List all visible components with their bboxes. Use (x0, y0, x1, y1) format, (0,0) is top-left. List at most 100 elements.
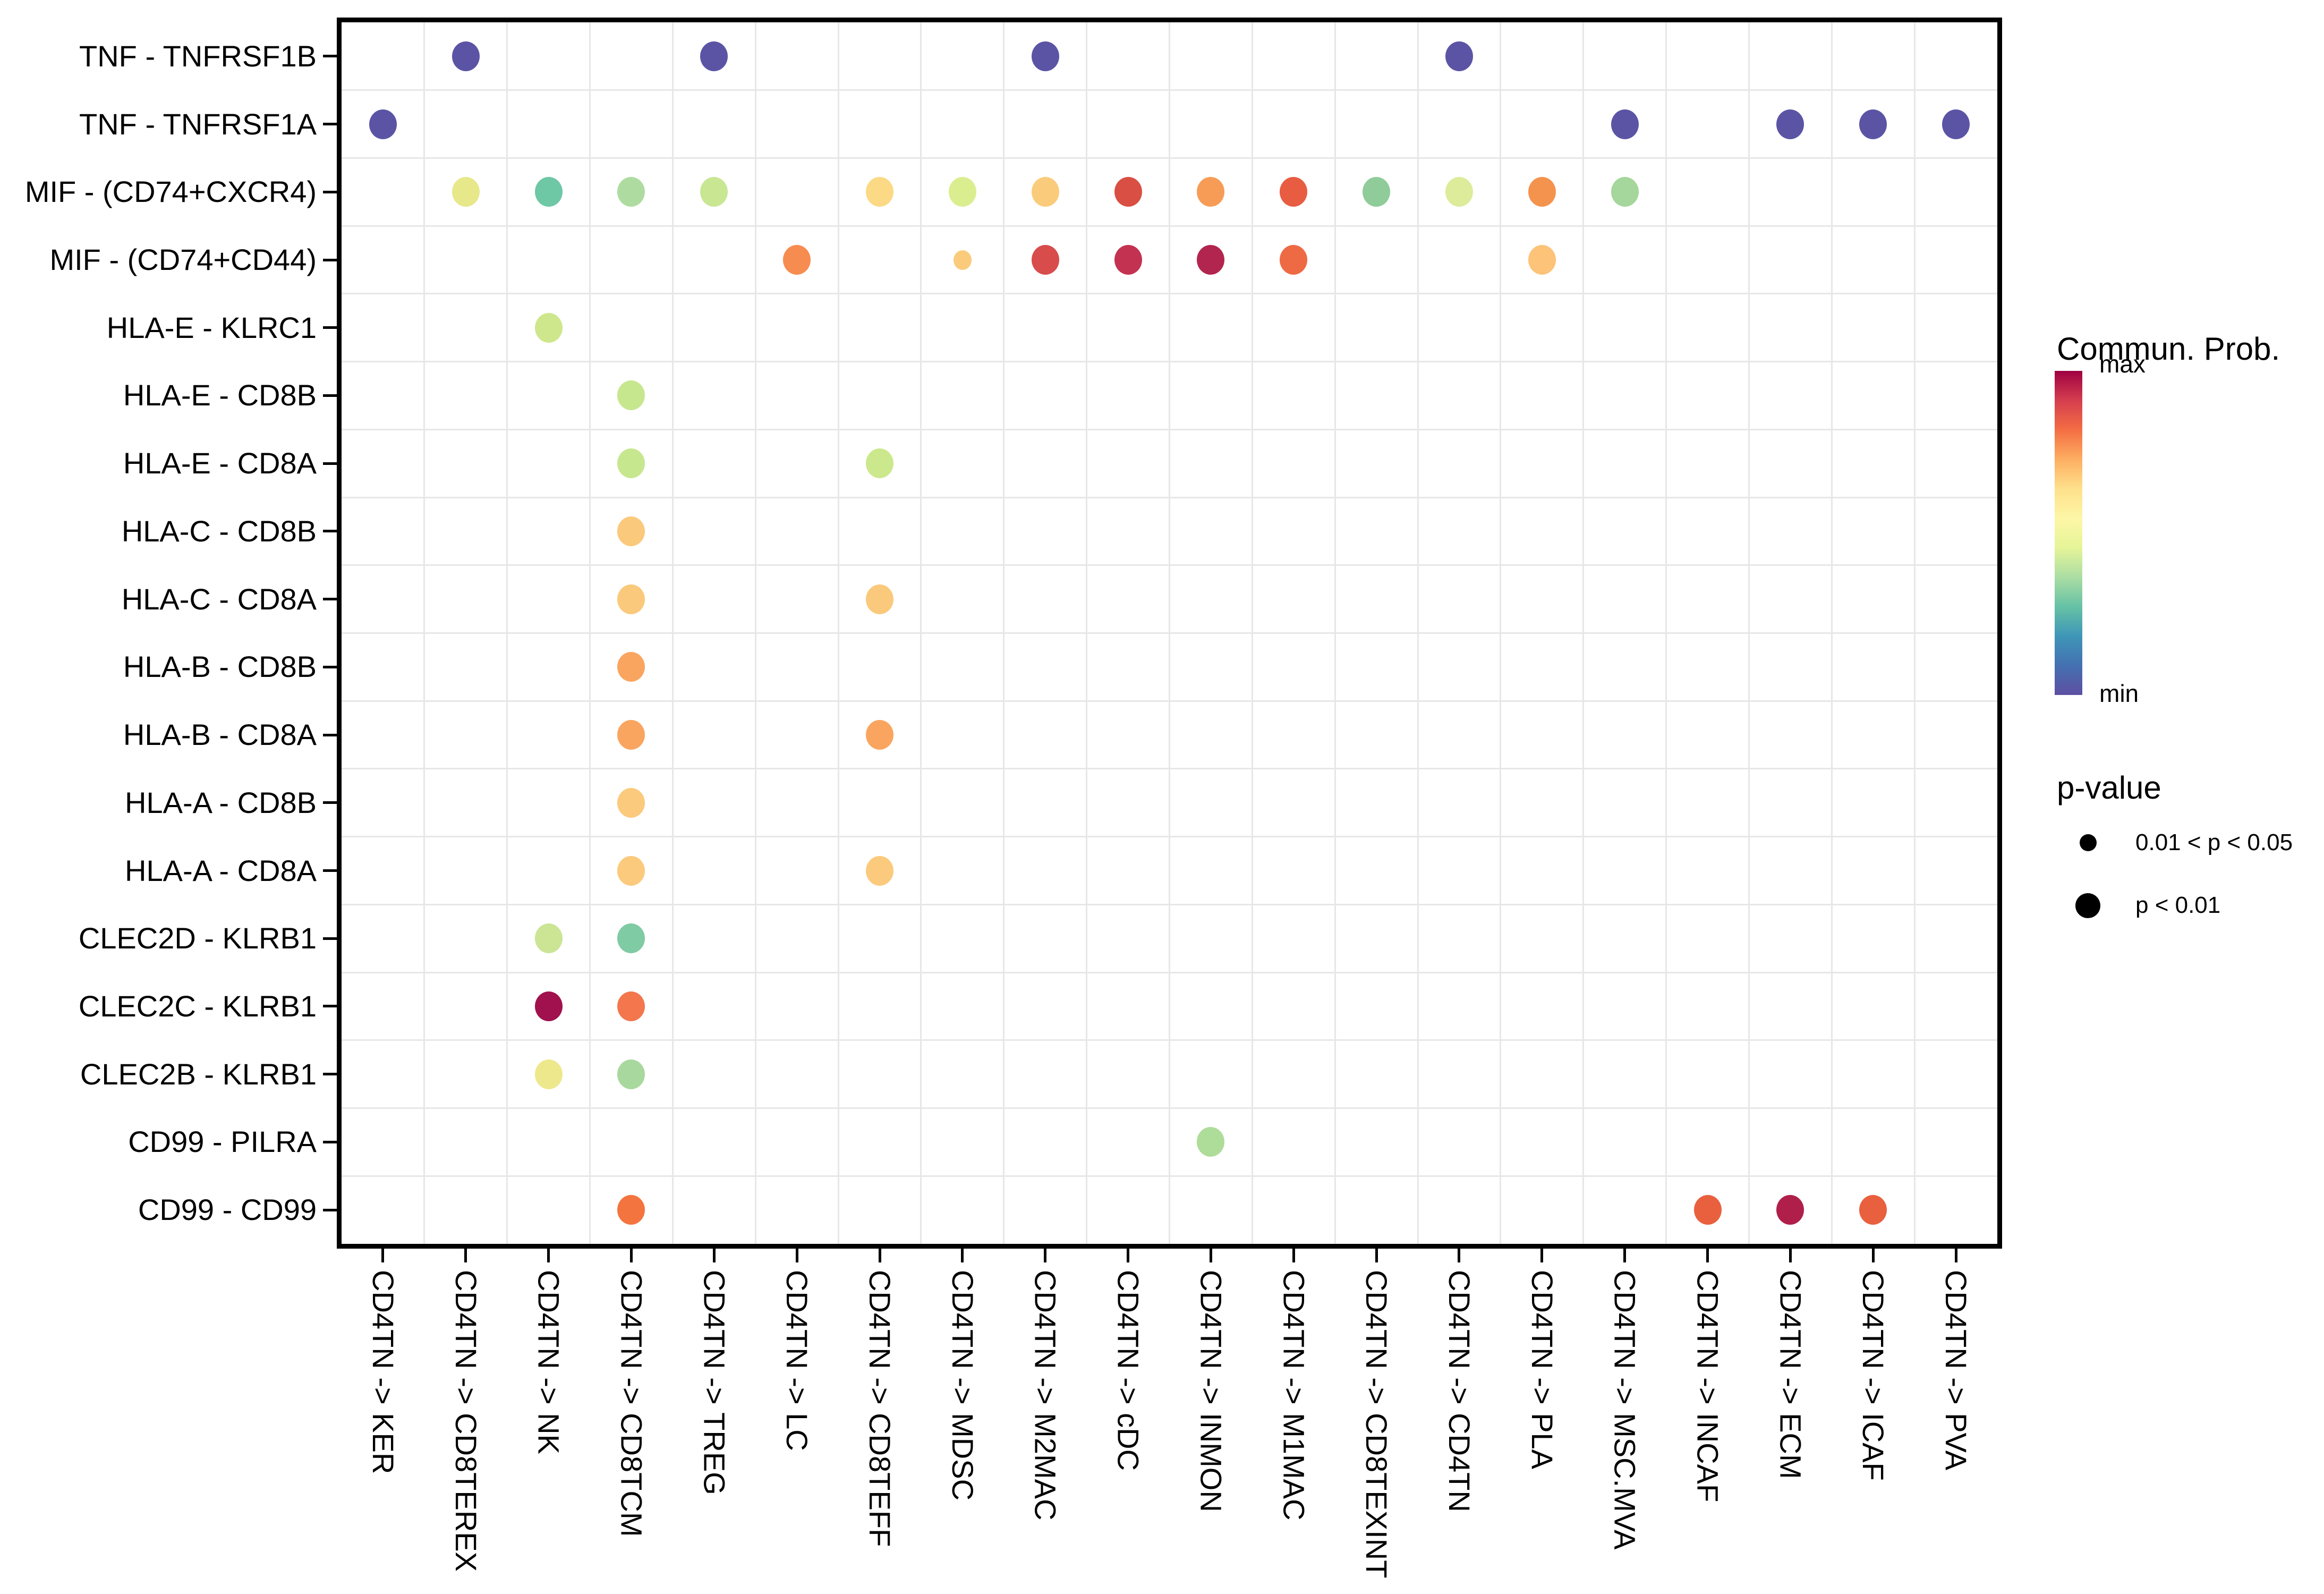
plot-grid (337, 18, 2002, 1249)
y-axis-tick (323, 1005, 337, 1008)
data-point (617, 991, 645, 1021)
x-axis-label: CD4TN -> CD8TCM (615, 1270, 649, 1537)
data-point (948, 177, 976, 207)
x-axis-tick (1375, 1249, 1378, 1262)
data-point (617, 448, 645, 479)
x-axis-label: CD4TN -> MDSC (946, 1270, 980, 1501)
gridline (342, 632, 1997, 634)
y-axis-label: CD99 - CD99 (138, 1193, 317, 1227)
data-point (534, 923, 563, 954)
x-axis-tick (1044, 1249, 1047, 1262)
x-axis-tick (1209, 1249, 1212, 1262)
data-point (1611, 109, 1639, 139)
data-point (1859, 109, 1887, 139)
data-point (1114, 245, 1142, 275)
data-point (1776, 1195, 1804, 1225)
x-axis-tick (1292, 1249, 1295, 1262)
data-point (617, 787, 645, 818)
y-axis-tick (323, 665, 337, 668)
y-axis-tick (323, 55, 337, 58)
data-point (534, 177, 563, 207)
x-axis-label: CD4TN -> M2MAC (1028, 1270, 1062, 1521)
x-axis-label: CD4TN -> KER (366, 1270, 400, 1474)
pvalue-large-label: p < 0.01 (2135, 892, 2221, 918)
y-axis-tick (323, 801, 337, 804)
data-point (783, 245, 811, 275)
y-axis-tick (323, 190, 337, 193)
data-point (1280, 177, 1308, 207)
data-point (534, 312, 563, 343)
data-point (452, 41, 480, 71)
y-axis-label: HLA-A - CD8B (125, 785, 317, 819)
data-point (1942, 109, 1970, 139)
y-axis-tick (323, 394, 337, 397)
y-axis-tick (323, 1140, 337, 1143)
x-axis-tick (1623, 1249, 1627, 1262)
y-axis-label: HLA-A - CD8A (125, 853, 317, 887)
x-axis-label: CD4TN -> ECM (1774, 1270, 1808, 1479)
data-point (866, 855, 894, 886)
data-point (617, 1059, 645, 1089)
y-axis-label: CD99 - PILRA (128, 1125, 317, 1159)
data-point (1611, 177, 1639, 207)
y-axis-label: HLA-B - CD8A (123, 718, 317, 752)
x-axis-label: CD4TN -> CD8TEFF (863, 1270, 897, 1547)
x-axis-tick (1127, 1249, 1130, 1262)
gridline (342, 496, 1997, 498)
y-axis-label: HLA-E - CD8B (123, 378, 317, 412)
gridline (342, 1175, 1997, 1177)
gridline (342, 225, 1997, 227)
y-axis-label: CLEC2B - KLRB1 (80, 1057, 317, 1091)
y-axis-label: HLA-E - CD8A (123, 446, 317, 480)
x-axis-tick (961, 1249, 964, 1262)
data-point (534, 1059, 563, 1089)
y-axis-tick (323, 598, 337, 601)
gridline (342, 903, 1997, 905)
data-point (617, 652, 645, 682)
gridline (342, 768, 1997, 770)
data-point (1528, 177, 1556, 207)
y-axis-tick (323, 123, 337, 126)
x-axis-tick (1789, 1249, 1792, 1262)
data-point (617, 855, 645, 886)
x-axis-label: CD4TN -> PLA (1525, 1270, 1559, 1469)
data-point (1445, 41, 1473, 71)
data-point (617, 177, 645, 207)
gridline (342, 1039, 1997, 1041)
y-axis-label: HLA-C - CD8A (121, 582, 317, 616)
x-axis-tick (547, 1249, 550, 1262)
x-axis-tick (1871, 1249, 1875, 1262)
pvalue-small-label: 0.01 < p < 0.05 (2135, 829, 2293, 855)
data-point (700, 177, 728, 207)
y-axis-label: TNF - TNFRSF1B (79, 39, 317, 73)
data-point (617, 584, 645, 614)
y-axis-label: HLA-C - CD8B (121, 514, 317, 548)
gridline (342, 564, 1997, 566)
x-axis-tick (629, 1249, 633, 1262)
y-axis-label: MIF - (CD74+CXCR4) (24, 175, 317, 209)
data-point (1197, 245, 1225, 275)
colorbar-title: Commun. Prob. (2057, 331, 2280, 367)
data-point (534, 991, 563, 1021)
y-axis-tick (323, 462, 337, 465)
y-axis-label: CLEC2C - KLRB1 (78, 989, 317, 1023)
x-axis-tick (1706, 1249, 1709, 1262)
data-point (617, 720, 645, 750)
colorbar-gradient (2055, 371, 2082, 695)
gridline (342, 1107, 1997, 1109)
x-axis-tick (878, 1249, 881, 1262)
data-point (1031, 245, 1059, 275)
y-axis-tick (323, 1208, 337, 1211)
gridline (342, 293, 1997, 295)
x-axis-label: CD4TN -> ICAF (1857, 1270, 1891, 1481)
y-axis-tick (323, 733, 337, 736)
x-axis-label: CD4TN -> INMON (1194, 1270, 1228, 1512)
data-point (1445, 177, 1473, 207)
data-point (617, 516, 645, 546)
data-point (1363, 177, 1391, 207)
gridline (342, 428, 1997, 430)
data-point (452, 177, 480, 207)
y-axis-tick (323, 530, 337, 533)
gridline (342, 89, 1997, 91)
data-point (1776, 109, 1804, 139)
